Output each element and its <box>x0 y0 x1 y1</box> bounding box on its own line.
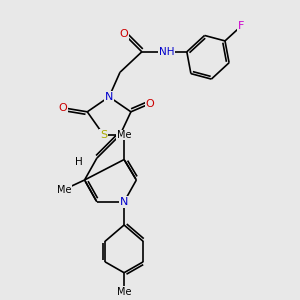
Text: H: H <box>75 157 83 167</box>
Text: S: S <box>100 130 107 140</box>
Text: F: F <box>238 21 244 31</box>
Text: Me: Me <box>57 184 71 194</box>
Text: O: O <box>58 103 67 113</box>
Text: Me: Me <box>117 130 131 140</box>
Text: Me: Me <box>117 287 131 297</box>
Text: N: N <box>105 92 113 102</box>
Text: N: N <box>120 197 128 207</box>
Text: NH: NH <box>159 47 174 57</box>
Text: O: O <box>146 99 154 109</box>
Text: O: O <box>120 29 128 39</box>
